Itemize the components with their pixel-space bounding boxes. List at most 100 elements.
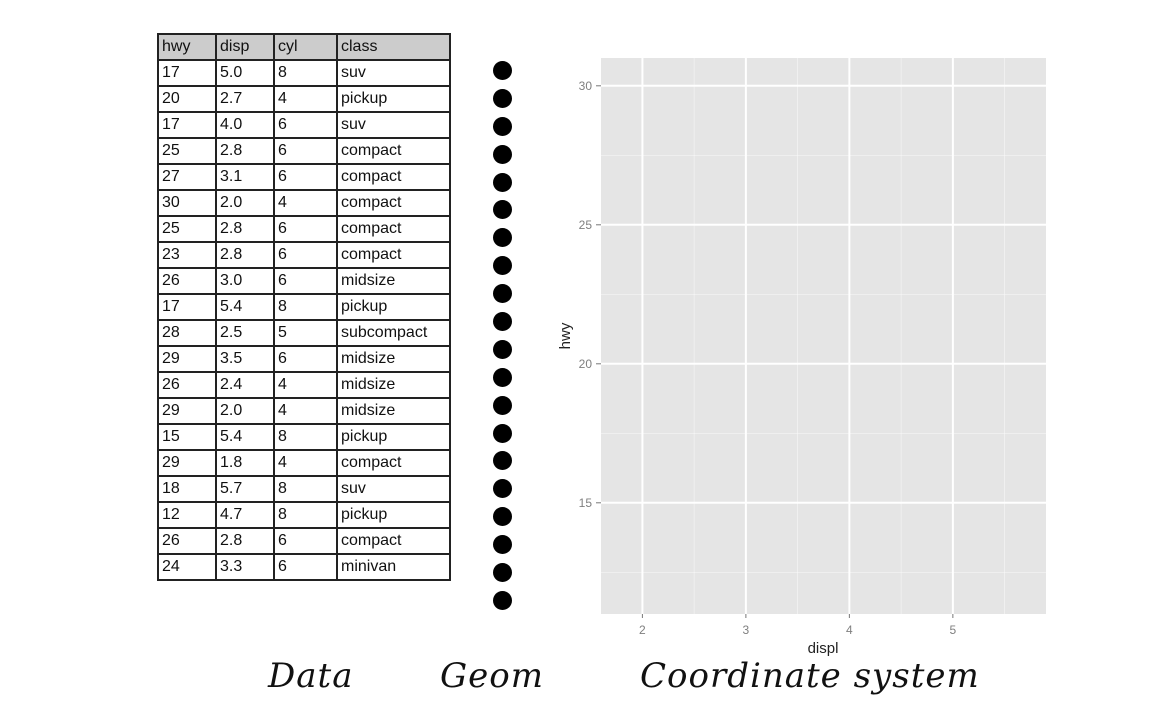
table-row: 29 2.0 4 midsize [157,397,451,425]
geom-point [493,312,512,332]
geom-point [493,172,512,192]
geom-point [493,507,512,527]
table-cell: 5.0 [215,59,275,87]
table-row: 23 2.8 6 compact [157,241,451,269]
caption-geom: Geom [440,656,544,696]
table-cell: 3.1 [215,163,275,191]
table-cell: 2.0 [215,397,275,425]
table-cell: midsize [336,371,451,399]
table-cell: 4 [273,449,338,477]
table-cell: 29 [157,345,217,373]
table-cell: 2.0 [215,189,275,217]
table-row: 12 4.7 8 pickup [157,501,451,529]
column-header-class: class [336,33,451,61]
x-tick-label: 4 [846,623,853,637]
table-cell: 17 [157,111,217,139]
table-cell: 12 [157,501,217,529]
y-tick-label: 20 [579,357,593,371]
table-cell: pickup [336,85,451,113]
table-cell: suv [336,59,451,87]
table-cell: 26 [157,527,217,555]
table-cell: 23 [157,241,217,269]
table-row: 17 5.0 8 suv [157,59,451,87]
table-cell: 2.5 [215,319,275,347]
table-cell: suv [336,111,451,139]
x-tick-label: 2 [639,623,646,637]
geom-point [493,590,512,610]
table-row: 29 3.5 6 midsize [157,345,451,373]
geom-point [493,451,512,471]
table-cell: 29 [157,449,217,477]
table-body: 17 5.0 8 suv 20 2.7 4 pickup 17 4.0 6 suv 25 2.8 6 comp… [157,59,451,581]
table-cell: 27 [157,163,217,191]
table-cell: 20 [157,85,217,113]
table-cell: 2.4 [215,371,275,399]
geom-point [493,535,512,555]
plot-axes: 2 3 4 5 15 20 25 30 [579,79,957,637]
table-cell: subcompact [336,319,451,347]
table-cell: compact [336,189,451,217]
caption-data: Data [268,656,354,696]
table-cell: 6 [273,267,338,295]
table-row: 17 4.0 6 suv [157,111,451,139]
geom-point [493,339,512,359]
geom-point [493,479,512,499]
table-cell: compact [336,215,451,243]
geom-point [493,61,512,80]
table-cell: 15 [157,423,217,451]
table-cell: 28 [157,319,217,347]
table-cell: 4 [273,397,338,425]
table-cell: 6 [273,345,338,373]
geom-point [493,116,512,136]
table-header-row: hwy disp cyl class [157,33,451,61]
table-row: 17 5.4 8 pickup [157,293,451,321]
caption-coordinate-system: Coordinate system [640,656,980,696]
table-cell: 3.0 [215,267,275,295]
data-table: hwy disp cyl class 17 5.0 8 suv 20 2.7 4 pickup 17 4… [157,33,451,581]
geom-point [493,367,512,387]
table-cell: 17 [157,293,217,321]
table-cell: compact [336,449,451,477]
table-cell: pickup [336,501,451,529]
table-cell: 2.8 [215,527,275,555]
y-tick-label: 15 [579,496,593,510]
table-cell: midsize [336,397,451,425]
table-row: 15 5.4 8 pickup [157,423,451,451]
table-cell: 5.4 [215,423,275,451]
table-cell: 4.7 [215,501,275,529]
table-cell: 2.7 [215,85,275,113]
geom-point [493,228,512,248]
table-cell: 4.0 [215,111,275,139]
table-row: 25 2.8 6 compact [157,137,451,165]
table-cell: 25 [157,137,217,165]
x-tick-label: 3 [743,623,750,637]
x-tick-label: 5 [950,623,957,637]
plot-panel [601,58,1046,614]
table-cell: 5.4 [215,293,275,321]
table-cell: 3.5 [215,345,275,373]
table-cell: compact [336,163,451,191]
table-row: 26 2.8 6 compact [157,527,451,555]
plot-grid [601,58,1046,614]
table-cell: compact [336,241,451,269]
geom-point [493,144,512,164]
table-cell: 5.7 [215,475,275,503]
table-cell: 30 [157,189,217,217]
table-cell: 6 [273,137,338,165]
geom-point [493,88,512,108]
table-cell: 26 [157,371,217,399]
x-axis-label: displ [808,640,839,657]
geom-point [493,200,512,220]
geom-point [493,256,512,276]
table-row: 25 2.8 6 compact [157,215,451,243]
table-cell: 2.8 [215,137,275,165]
table-cell: compact [336,137,451,165]
table-row: 26 3.0 6 midsize [157,267,451,295]
table-cell: 17 [157,59,217,87]
table-cell: 26 [157,267,217,295]
table-cell: 25 [157,215,217,243]
table-cell: compact [336,527,451,555]
table-cell: 3.3 [215,553,275,581]
table-cell: pickup [336,293,451,321]
